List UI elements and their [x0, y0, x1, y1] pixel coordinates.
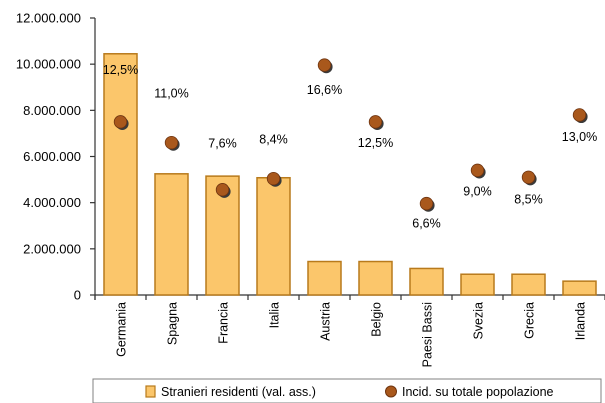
percentage-label: 6,6%: [412, 217, 441, 231]
category-label: Germania: [115, 302, 129, 357]
bars: [103, 53, 597, 296]
category-label: Austria: [319, 302, 333, 341]
marker-point: [572, 108, 587, 122]
bar: [256, 176, 291, 296]
marker-point: [470, 163, 485, 178]
percentage-labels: 12,5% 11,0% 7,6% 8,4% 16,6% 12,5% 6,6% 9,0% 8,5%…: [103, 63, 597, 231]
y-tick-label: 10.000.000: [16, 57, 81, 72]
category-label: Irlanda: [574, 302, 588, 340]
legend-box: [92, 378, 602, 403]
bar: [562, 280, 597, 296]
legend-bar-label: Stranieri residenti (val. ass.): [161, 385, 316, 399]
percentage-label: 7,6%: [208, 137, 237, 151]
legend: Stranieri residenti (val. ass.) Incid. s…: [92, 378, 602, 403]
percentage-label: 8,5%: [514, 192, 543, 206]
category-labels: Germania Spagna Francia Italia Austria Belgio…: [115, 302, 588, 367]
bar: [358, 260, 393, 296]
category-label: Belgio: [370, 302, 384, 337]
category-label: Spagna: [166, 302, 180, 345]
bar: [154, 173, 189, 296]
bar: [103, 53, 138, 296]
marker-point: [215, 183, 230, 197]
legend-bar-swatch: [145, 385, 156, 398]
marker-point: [521, 170, 536, 184]
y-tick-label: 2.000.000: [23, 241, 81, 256]
category-label: Grecia: [523, 302, 537, 339]
legend-marker-label: Incid. su totale popolazione: [402, 385, 554, 399]
bar: [511, 273, 546, 296]
percentage-label: 12,5%: [103, 63, 138, 77]
percentage-label: 12,5%: [358, 136, 393, 150]
bar: [409, 267, 444, 296]
y-tick-label: 6.000.000: [23, 149, 81, 164]
marker-point: [266, 171, 281, 186]
y-tick-label: 0: [74, 288, 81, 303]
category-label: Svezia: [472, 302, 486, 340]
percentage-label: 16,6%: [307, 83, 342, 97]
marker-point: [317, 58, 332, 72]
category-label: Paesi Bassi: [421, 302, 435, 367]
percentage-label: 9,0%: [463, 184, 492, 198]
percentage-label: 8,4%: [259, 133, 288, 147]
percentage-label: 11,0%: [154, 87, 189, 101]
y-tick-label: 4.000.000: [23, 195, 81, 210]
marker-point: [419, 196, 434, 211]
y-axis: 0 2.000.000 4.000.000 6.000.000 8.000.000 10.…: [16, 11, 605, 303]
markers: [113, 58, 588, 212]
percentage-label: 13,0%: [562, 130, 597, 144]
legend-marker-swatch: [385, 385, 397, 398]
marker-point: [113, 115, 128, 129]
bar: [307, 260, 342, 296]
marker-point: [368, 115, 383, 129]
bar: [460, 273, 495, 296]
y-tick-label: 12.000.000: [16, 11, 81, 26]
marker-point: [164, 135, 179, 150]
category-label: Francia: [217, 302, 231, 344]
category-label: Italia: [268, 302, 282, 328]
y-tick-label: 8.000.000: [23, 103, 81, 118]
